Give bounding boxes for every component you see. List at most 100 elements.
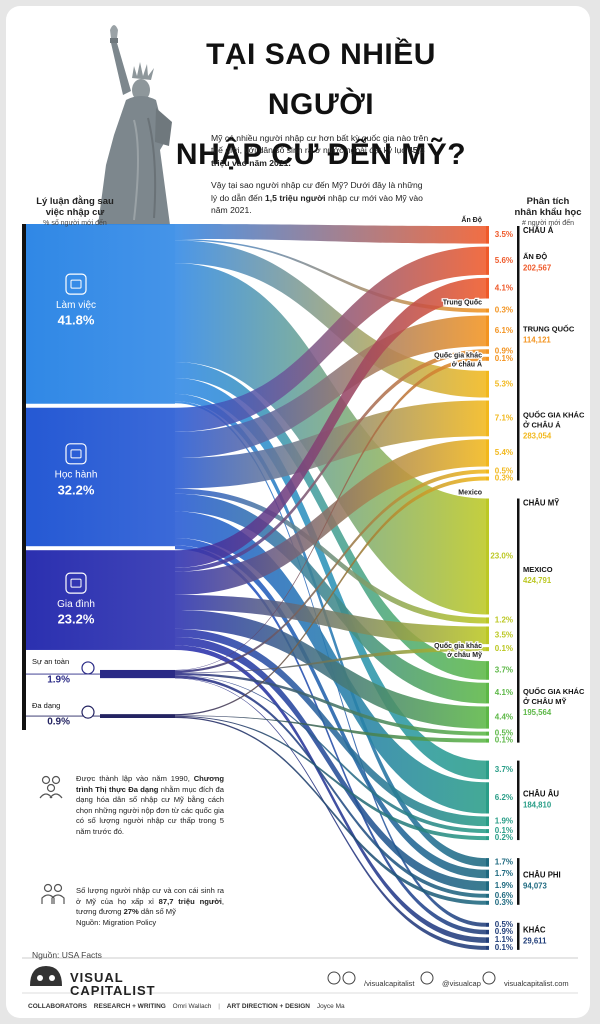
group-bracket [517,498,520,743]
subheading: % số người mới đến [43,220,107,227]
text-bold: 45,3 triệu vào năm 2021. [211,145,425,168]
value-label: 1.7% [495,857,513,866]
value-label: 1.2% [495,616,513,625]
value-label: 0.1% [495,736,513,745]
flow [175,715,486,743]
target-label: ở châu Á [452,360,482,369]
heading-line: việc nhập cư [45,207,105,218]
region-country: QUỐC GIA KHÁC [523,410,585,420]
separator: | [218,1003,220,1010]
source-icon [65,273,87,295]
target-segment [486,226,489,244]
target-segment [486,922,489,927]
target-segment [486,731,489,736]
value-label: 1.1% [495,935,513,944]
target-label: Mexico [458,489,482,496]
text-bold: 27% [123,907,139,917]
heading-line: Phân tích [526,196,570,207]
website[interactable]: visualcapitalist.com [504,979,569,988]
region-country: TRUNG QUỐC [523,324,575,334]
group-bracket [517,858,520,905]
value-label: 4.1% [495,283,513,292]
social-handle[interactable]: /visualcapitalist [364,979,415,988]
target-segment [486,626,489,645]
sankey-chart: 3.5%5.6%4.1%0.3%6.1%0.9%0.1%5.3%7.1%5.4%… [22,25,585,994]
target-segment [486,945,489,950]
value-label: 0.3% [495,474,513,483]
social-handle[interactable]: @visualcap [442,979,481,988]
value-label: 3.7% [495,666,513,675]
count: 283,054 [523,432,552,441]
target-segment [486,829,489,834]
text: Vậy tại sao người nhập cư đến Mỹ? Dưới đ… [211,180,423,203]
value-label: 6.2% [495,793,513,802]
count: 29,611 [523,936,547,945]
flow [175,488,486,624]
flow [175,675,486,898]
text: nhập cư mới vào Mỹ vào năm 2021. [211,192,423,216]
left-heading: Lý luận đằng sau việc nhập cư % số người… [20,196,130,229]
target-segment [486,816,489,827]
source-node [26,550,175,650]
target-segment [486,782,489,814]
brand-line: CAPITALIST [70,983,156,998]
text-bold: 87,7 triệu người [158,896,222,906]
note: Được thành lập vào năm 1990, Chương trìn… [76,774,224,838]
region-country: ẤN ĐỘ [523,251,547,261]
source: Nguồn: USA Facts [32,950,102,960]
flows [175,224,486,950]
note-icon [39,775,65,904]
note: Số lượng người nhập cư và con cái sinh r… [76,886,224,928]
source-value: 32.2% [58,482,95,497]
target-label: Quốc gia khác [434,642,482,650]
target-segment [486,498,489,615]
title: TẠI SAO NHIỀU NGƯỜI NHẬP CƯ ĐẾN MỸ? [156,30,486,180]
flow [175,647,486,673]
value-label: 0.5% [495,920,513,929]
target-segment [486,349,489,354]
region-country: MEXICO [523,565,553,574]
target-segment [486,617,489,624]
flow [175,609,486,729]
value-label: 0.3% [495,306,513,315]
source-value: 1.9% [47,675,70,686]
flow [175,393,486,867]
flow [175,224,486,244]
social-icons [327,971,496,985]
flow [175,594,486,645]
source-value: 41.8% [58,313,95,328]
value-label: 4.4% [495,713,513,722]
left-spine [22,224,26,730]
count: 195,564 [523,708,552,717]
right-heading: Phân tích nhân khẩu học # người mới đến [506,196,590,229]
value-label: 1.7% [495,869,513,878]
source-icon [70,449,82,459]
source-name: Gia đình [57,599,95,610]
target-label: Trung Quốc [443,298,482,306]
source-icon [65,572,87,594]
target-segment [486,647,489,652]
target-segment [486,315,489,347]
value-label: 5.4% [495,448,513,457]
flow [175,675,486,834]
target-segment [486,836,489,841]
flow [175,246,486,432]
region-country: Ở CHÂU MỸ [523,697,566,706]
card: 3.5% 5.6% 4.1% 0.3% 6.1% 0.9% 0.1% 5.3% 7.1% 5.4%… [6,6,590,1018]
source-node [26,224,175,404]
value-label: 3.5% [495,630,513,639]
region-name: CHÂU ÂU [523,789,559,798]
source-name: Làm việc [56,300,96,311]
credit-name: Omri Wallach [172,1003,212,1010]
value-label: 0.1% [495,354,513,363]
flow [175,672,486,736]
flow [175,377,486,780]
credits-label: COLLABORATORS [28,1003,87,1010]
target-segment [486,937,489,943]
text: dân số Mỹ [138,907,176,917]
value-label: 0.1% [495,644,513,653]
target-segment [486,858,489,867]
target-segment [486,439,489,467]
value-label: 5.3% [495,379,513,388]
